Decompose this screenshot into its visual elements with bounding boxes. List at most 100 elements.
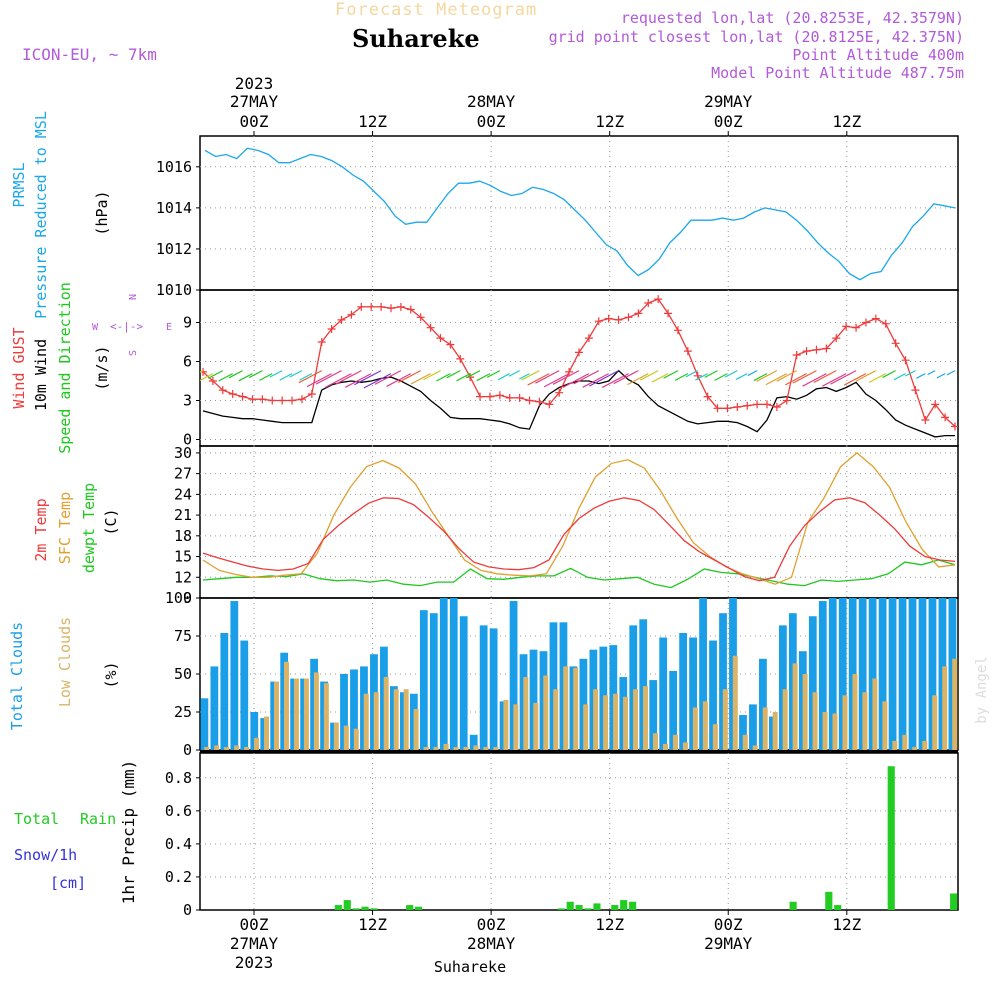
temp2m-line: [202, 497, 956, 582]
x-tick-label-top: 12Z: [832, 112, 861, 131]
gust-marker: [852, 323, 861, 332]
total-cloud-bar: [858, 598, 867, 750]
x-tick-label-bottom: 00Z: [714, 915, 743, 934]
low-cloud-bar: [692, 707, 698, 750]
rain-bar: [620, 900, 628, 910]
gust-marker: [871, 314, 880, 323]
wind-direction-arrow: [822, 373, 847, 387]
gust-marker: [396, 302, 405, 311]
compass-w: W: [92, 322, 99, 333]
rain-bar: [557, 908, 565, 910]
wind-direction-arrow: [651, 373, 669, 383]
y-tick-label: 3: [183, 392, 192, 410]
low-cloud-bar: [722, 689, 728, 750]
gust-marker: [703, 392, 712, 401]
label-wind-gust: Wind GUST: [10, 327, 28, 408]
total-cloud-bar: [659, 637, 668, 750]
total-cloud-bar: [250, 712, 259, 750]
wind-direction-arrow: [756, 370, 778, 382]
total-cloud-bar: [699, 598, 707, 750]
wind-direction-arrow: [521, 370, 540, 381]
y-tick-label: 0.4: [165, 835, 192, 853]
total-cloud-bar: [918, 598, 927, 750]
low-cloud-bar: [403, 689, 409, 750]
low-cloud-bar: [842, 695, 848, 750]
wind-direction-arrow: [248, 370, 263, 379]
gust-marker: [792, 351, 801, 359]
panel-frame: [199, 752, 959, 911]
wind-direction-arrow: [904, 370, 916, 377]
x-tick-label-top: 00Z: [714, 112, 743, 131]
low-cloud-bar: [543, 675, 549, 750]
label-total: Total: [14, 810, 59, 828]
model-name: ICON-EU, ~ 7km: [22, 45, 157, 64]
y-tick-label: 9: [183, 589, 192, 607]
rain-bar: [789, 901, 797, 910]
low-cloud-bar: [443, 743, 449, 750]
y-tick-label: 18: [174, 527, 192, 545]
total-cloud-bar: [509, 601, 518, 750]
label-rain: Rain: [80, 810, 116, 828]
y-tick-label: 100: [165, 589, 192, 607]
x-tick-label-top: 00Z: [240, 112, 269, 131]
low-cloud-bar: [573, 667, 579, 750]
wind-direction-arrow: [535, 370, 560, 384]
wind-direction-arrow: [315, 370, 342, 385]
wind-direction-arrow: [476, 373, 491, 382]
y-tick-label: 0: [183, 431, 192, 449]
wind-direction-arrow: [228, 370, 243, 379]
y-tick-label: 0: [183, 901, 192, 919]
low-cloud-bar: [732, 655, 738, 750]
wind-direction-arrow: [208, 370, 224, 379]
low-cloud-bar: [483, 746, 489, 750]
gust-marker: [535, 397, 544, 406]
wind-direction-arrow: [386, 373, 412, 387]
y-tick-label: 0.6: [165, 802, 192, 820]
x-tick-label-bottom: 00Z: [240, 915, 269, 934]
wind-direction-arrow: [289, 370, 303, 378]
wind-direction-arrow: [446, 370, 461, 379]
x-tick-label-bottom: 12Z: [832, 915, 861, 934]
low-cloud-bar: [613, 693, 619, 750]
label-percent: (%): [102, 661, 120, 688]
wind-direction-arrow: [519, 373, 530, 380]
location-title: Suhareke: [352, 24, 480, 53]
rain-bar: [887, 766, 895, 910]
low-cloud-bar: [413, 708, 419, 750]
wind-direction-arrow: [724, 370, 738, 378]
low-cloud-bar: [583, 704, 589, 750]
total-cloud-bar: [749, 704, 757, 750]
low-cloud-bar: [643, 686, 649, 750]
wind-direction-arrow: [613, 370, 639, 385]
gust-marker: [387, 304, 395, 313]
low-cloud-bar: [214, 745, 220, 750]
low-cloud-bar: [523, 677, 529, 750]
gust-marker: [367, 302, 376, 311]
gust-marker: [891, 339, 900, 348]
label-1hr-precip: 1hr Precip (mm): [119, 760, 138, 905]
date-label-top: 29MAY: [704, 92, 753, 111]
total-cloud-bar: [479, 625, 488, 750]
wind-direction-arrow: [466, 370, 481, 379]
low-cloud-bar: [662, 743, 668, 750]
low-cloud-bar: [892, 740, 898, 750]
wind-direction-arrow: [436, 373, 451, 382]
gust-marker: [485, 392, 494, 401]
compass-s: S: [128, 350, 139, 356]
rain-bar: [611, 905, 619, 910]
grid-coords: grid point closest lon,lat (20.8125E, 42…: [548, 28, 964, 46]
y-tick-label: 15: [174, 548, 192, 566]
gust-marker: [822, 344, 831, 353]
low-cloud-bar: [603, 695, 609, 750]
wind-direction-arrow: [200, 370, 204, 373]
label-dewpt-temp: dewpt Temp: [80, 483, 98, 573]
total-cloud-bar: [739, 715, 747, 750]
total-cloud-bar: [808, 616, 817, 750]
low-cloud-bar: [633, 689, 639, 750]
total-cloud-bar: [469, 734, 478, 750]
wind-direction-arrow: [695, 373, 708, 381]
gust-marker: [673, 326, 682, 335]
total-cloud-bar: [709, 640, 717, 750]
rain-bar: [950, 893, 958, 910]
